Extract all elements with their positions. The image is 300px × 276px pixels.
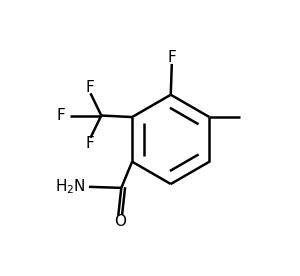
Text: F: F	[56, 108, 65, 123]
Text: F: F	[85, 136, 94, 151]
Text: F: F	[167, 51, 176, 65]
Text: O: O	[114, 214, 126, 229]
Text: F: F	[85, 80, 94, 95]
Text: H$_2$N: H$_2$N	[55, 177, 86, 196]
